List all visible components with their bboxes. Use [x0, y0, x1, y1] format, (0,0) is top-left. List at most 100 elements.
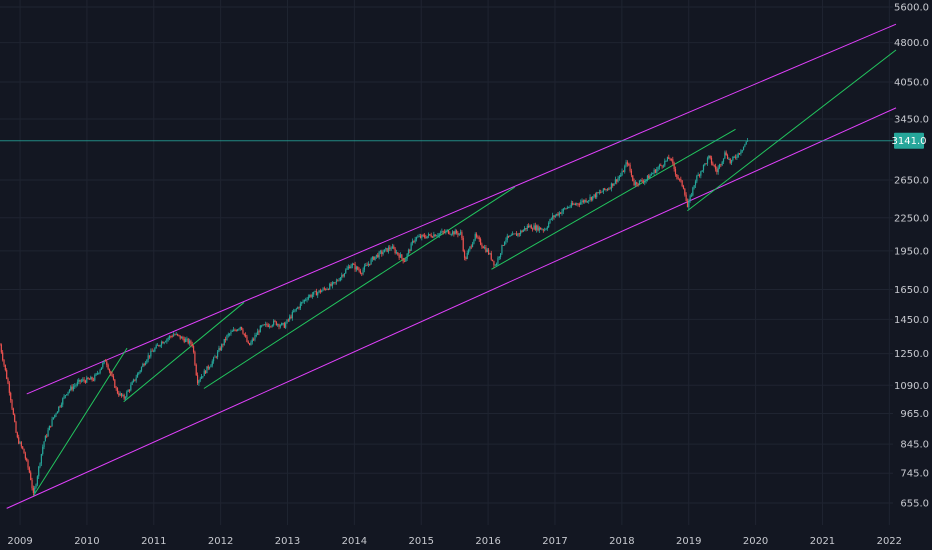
candle-body [274, 320, 276, 322]
candle-body [668, 157, 670, 159]
x-tick-label: 2021 [810, 536, 835, 547]
candle-body [214, 356, 216, 358]
candle-body [677, 176, 679, 179]
candle-body [210, 365, 212, 368]
candle-body [111, 374, 113, 377]
candle-body [524, 228, 526, 230]
candle-body [407, 250, 410, 254]
y-tick-label: 965.0 [900, 409, 929, 420]
candle-body [257, 331, 259, 336]
candle-body [610, 183, 612, 189]
candle-body [706, 158, 709, 164]
y-tick-label: 2650.0 [894, 175, 929, 186]
x-tick-label: 2011 [141, 536, 166, 547]
candle-body [263, 324, 265, 326]
candle-body [63, 395, 65, 399]
candle-body [650, 174, 653, 176]
candle-body [377, 254, 379, 258]
candle-body [38, 466, 40, 477]
candle-body [112, 376, 115, 380]
candle-body [98, 372, 100, 374]
candle-body [91, 377, 93, 380]
candle-body [689, 195, 691, 201]
candle-body [454, 230, 456, 235]
candle-body [150, 350, 152, 357]
candle-body [598, 192, 600, 194]
candle-body [139, 370, 141, 373]
candle-body [557, 213, 559, 216]
candle-body [347, 266, 350, 269]
candle-body [285, 323, 287, 328]
candle-body [19, 442, 21, 444]
candle-body [554, 215, 556, 217]
candle-body [505, 239, 507, 242]
candle-body [516, 233, 518, 236]
candle-body [602, 188, 604, 192]
candle-body [593, 194, 595, 197]
candle-body [155, 345, 157, 349]
candle-body [700, 171, 702, 176]
y-tick-label: 3450.0 [894, 115, 929, 126]
candle-body [295, 308, 297, 310]
candle-body [327, 288, 329, 290]
candle-body [660, 165, 662, 166]
candle-body [390, 248, 392, 250]
candle-body [725, 152, 727, 156]
candle-body [24, 453, 26, 459]
candle-body [251, 339, 253, 343]
candle-body [46, 435, 48, 437]
candle-body [225, 338, 227, 340]
candle-body [708, 155, 710, 159]
candle-body [525, 228, 527, 230]
x-tick-label: 2017 [542, 536, 567, 547]
trendlines [6, 23, 897, 509]
candle-body [486, 249, 488, 252]
candle-body [737, 153, 739, 158]
candle-body [198, 380, 200, 384]
y-tick-label: 1650.0 [894, 285, 929, 296]
candle-body [642, 181, 645, 183]
candle-body [34, 487, 36, 493]
candle-body [92, 379, 95, 381]
candle-body [26, 458, 28, 461]
candle-body [622, 171, 625, 173]
candle-body [235, 330, 237, 332]
candle-body [409, 250, 411, 251]
candle-body [470, 246, 472, 248]
candle-body [614, 179, 617, 184]
candle-body [692, 187, 694, 196]
candle-body [298, 307, 300, 309]
candle-body [325, 288, 327, 290]
candle-body [475, 234, 478, 237]
x-tick-label: 2009 [7, 536, 32, 547]
candle-body [670, 159, 673, 160]
x-tick-label: 2013 [275, 536, 300, 547]
candle-body [653, 169, 655, 174]
candle-body [321, 290, 323, 293]
candle-body [588, 200, 590, 202]
candle-body [255, 335, 257, 336]
candle-body [148, 355, 151, 357]
candle-body [333, 282, 335, 283]
candle-body [215, 356, 217, 358]
candle-body [44, 435, 46, 442]
candle-body [90, 377, 92, 380]
candle-body [718, 164, 721, 168]
candle-body [80, 380, 83, 382]
candle-body [358, 269, 360, 271]
candle-body [517, 233, 519, 236]
candle-body [2, 352, 4, 360]
candle-body [600, 192, 602, 193]
candle-body [318, 290, 320, 293]
candle-body [662, 165, 665, 167]
current-price-label: 3141.0 [892, 136, 927, 147]
candle-body [75, 384, 77, 386]
candle-body [418, 236, 420, 237]
candle-body [442, 231, 444, 233]
candle-body [645, 179, 647, 181]
candle-body [371, 256, 374, 260]
time-axis[interactable]: 2009 2010 2011 2012 2013 2014 2015 2016 2017 2018… [7, 536, 902, 547]
candle-body [467, 249, 470, 253]
price-axis[interactable]: 655.0 745.0 845.0 965.0 1090.0 1250.0 1450.0 16… [894, 3, 929, 510]
